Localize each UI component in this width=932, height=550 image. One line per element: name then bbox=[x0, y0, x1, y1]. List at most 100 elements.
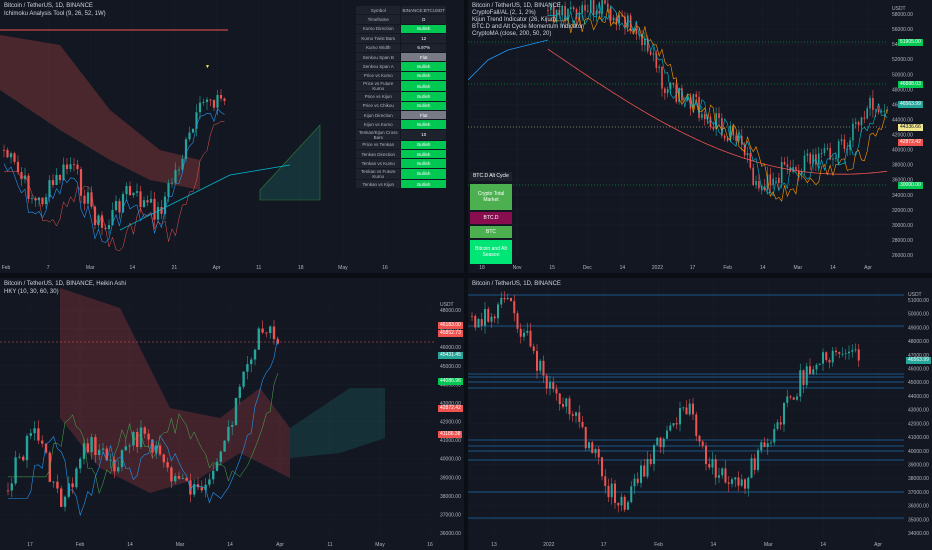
candle-body bbox=[857, 122, 860, 126]
candle-body bbox=[2, 149, 6, 151]
candle-body bbox=[63, 496, 67, 507]
candle-body bbox=[196, 484, 200, 488]
tenkan-line bbox=[3, 108, 225, 243]
candle-body bbox=[118, 201, 121, 213]
candle-body bbox=[107, 225, 111, 229]
x-tick-label: 16 bbox=[382, 265, 388, 271]
candle-body bbox=[592, 0, 595, 16]
candle-body bbox=[584, 5, 586, 11]
price-tag: 51905.00 bbox=[898, 39, 923, 46]
candle-body bbox=[763, 442, 766, 448]
candle-body bbox=[632, 28, 635, 31]
candle-body bbox=[571, 414, 574, 416]
candle-body bbox=[555, 9, 558, 23]
candle-body bbox=[869, 98, 871, 109]
kumo-cloud-bullish bbox=[290, 388, 385, 458]
candle-body bbox=[718, 475, 720, 478]
pane-btc-ma[interactable]: USDT58000.0056000.0054000.0052000.005000… bbox=[468, 0, 932, 273]
candle-body bbox=[812, 154, 814, 164]
x-tick-label: Feb bbox=[723, 265, 732, 271]
candle-body bbox=[601, 0, 603, 14]
pane-divider-horizontal[interactable] bbox=[0, 273, 932, 278]
candle-body bbox=[125, 186, 128, 195]
candle-body bbox=[773, 428, 776, 443]
table-key: Kumo Twist Bars bbox=[354, 33, 402, 44]
candle-body bbox=[644, 38, 646, 46]
x-tick-label: Mar bbox=[794, 265, 803, 271]
candle-body bbox=[497, 304, 499, 319]
candle-body bbox=[493, 316, 496, 319]
price-tag: 44086.96 bbox=[438, 378, 463, 385]
y-tick-label: 37000.00 bbox=[440, 512, 461, 518]
x-tick-label: 7 bbox=[47, 265, 50, 271]
y-tick-label: 45000.00 bbox=[908, 380, 929, 386]
candle-body bbox=[65, 164, 69, 170]
candle-body bbox=[752, 167, 754, 186]
candle-body bbox=[604, 476, 607, 486]
candle-body bbox=[151, 439, 154, 453]
candle-body bbox=[609, 7, 612, 21]
alt-cycle-title: BTC.D Alt Cycle bbox=[470, 172, 512, 181]
candle-body bbox=[854, 349, 857, 351]
candle-body bbox=[758, 180, 760, 189]
table-value: Bullish bbox=[400, 149, 447, 160]
candle-body bbox=[727, 482, 730, 484]
candle-body bbox=[653, 445, 655, 464]
candle-body bbox=[783, 161, 786, 165]
candle-body bbox=[195, 112, 198, 129]
candle-body bbox=[614, 483, 616, 503]
price-tag: 46563.99 bbox=[906, 357, 931, 364]
candle-body bbox=[142, 200, 146, 208]
price-tag: 42872.42 bbox=[898, 139, 923, 146]
x-tick-label: 2022 bbox=[543, 542, 554, 548]
table-value: D bbox=[400, 14, 447, 25]
x-tick-label: Mar bbox=[176, 542, 185, 548]
candle-body bbox=[100, 215, 104, 228]
ma-chart[interactable]: USDT58000.0056000.0054000.0052000.005000… bbox=[468, 0, 932, 273]
y-tick-label: 42000.00 bbox=[892, 133, 913, 139]
candle-body bbox=[128, 186, 132, 196]
candle-body bbox=[757, 450, 759, 470]
candle-body bbox=[679, 408, 681, 425]
candle-body bbox=[755, 180, 757, 186]
ma-fast bbox=[468, 39, 549, 81]
candle-body bbox=[41, 440, 44, 444]
candle-body bbox=[701, 441, 704, 446]
candle-body bbox=[731, 479, 733, 484]
candle-body bbox=[564, 5, 566, 21]
candle-body bbox=[111, 210, 114, 226]
candle-body bbox=[832, 158, 834, 160]
y-tick-label: 38000.00 bbox=[892, 163, 913, 169]
candle-body bbox=[105, 448, 108, 461]
candle-body bbox=[549, 382, 551, 389]
indicator-title: Kijun Trend Indicator (26, Kijun) bbox=[472, 17, 557, 23]
table-key: Senkou Span A bbox=[354, 61, 402, 72]
table-value: Bullish bbox=[400, 178, 447, 190]
candle-body bbox=[160, 207, 163, 214]
candle-body bbox=[269, 326, 272, 333]
candle-body bbox=[844, 353, 847, 355]
candle-body bbox=[223, 440, 226, 452]
x-tick-label: Feb bbox=[2, 265, 11, 271]
kumo-cloud-bullish bbox=[259, 124, 321, 201]
candle-body bbox=[763, 186, 766, 191]
candle-body bbox=[555, 389, 558, 394]
table-value: 12 bbox=[400, 33, 447, 44]
candle-body bbox=[578, 412, 581, 422]
candle-body bbox=[706, 116, 709, 120]
candle-body bbox=[10, 483, 13, 491]
candle-body bbox=[193, 484, 196, 495]
candle-body bbox=[621, 15, 623, 17]
pane-ichimoku[interactable]: Feb 7 Mar 14 21 Apr 11 18 May 16 ▼ Bitcoin / Tethe… bbox=[0, 0, 464, 273]
candle-body bbox=[689, 97, 692, 109]
pane-support-resistance[interactable]: USDT 51000.00 50000.00 49000.00 48000.00 4700… bbox=[468, 278, 932, 550]
candle-body bbox=[474, 315, 477, 328]
candle-body bbox=[740, 479, 743, 486]
candle-body bbox=[575, 9, 578, 19]
table-row: Tenkan vs Kumo Bullish bbox=[354, 158, 447, 169]
table-header-label: Symbol bbox=[354, 4, 402, 16]
candle-body bbox=[688, 403, 691, 415]
